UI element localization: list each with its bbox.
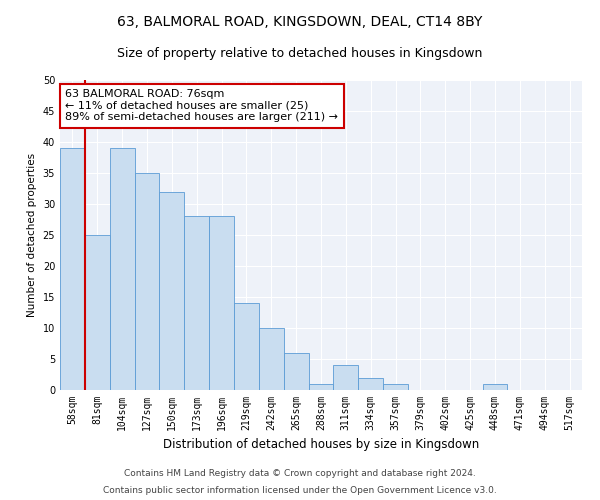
Text: 63, BALMORAL ROAD, KINGSDOWN, DEAL, CT14 8BY: 63, BALMORAL ROAD, KINGSDOWN, DEAL, CT14… — [118, 15, 482, 29]
Bar — [284, 353, 308, 390]
Bar — [358, 378, 383, 390]
Text: 63 BALMORAL ROAD: 76sqm
← 11% of detached houses are smaller (25)
89% of semi-de: 63 BALMORAL ROAD: 76sqm ← 11% of detache… — [65, 90, 338, 122]
Bar — [383, 384, 408, 390]
Text: Contains public sector information licensed under the Open Government Licence v3: Contains public sector information licen… — [103, 486, 497, 495]
Bar — [209, 216, 234, 390]
Text: Contains HM Land Registry data © Crown copyright and database right 2024.: Contains HM Land Registry data © Crown c… — [124, 468, 476, 477]
Bar — [334, 365, 358, 390]
Text: Size of property relative to detached houses in Kingsdown: Size of property relative to detached ho… — [118, 48, 482, 60]
Bar — [85, 235, 110, 390]
Bar — [160, 192, 184, 390]
Bar — [259, 328, 284, 390]
X-axis label: Distribution of detached houses by size in Kingsdown: Distribution of detached houses by size … — [163, 438, 479, 452]
Bar — [184, 216, 209, 390]
Bar — [482, 384, 508, 390]
Bar — [234, 303, 259, 390]
Y-axis label: Number of detached properties: Number of detached properties — [27, 153, 37, 317]
Bar — [60, 148, 85, 390]
Bar — [110, 148, 134, 390]
Bar — [308, 384, 334, 390]
Bar — [134, 173, 160, 390]
